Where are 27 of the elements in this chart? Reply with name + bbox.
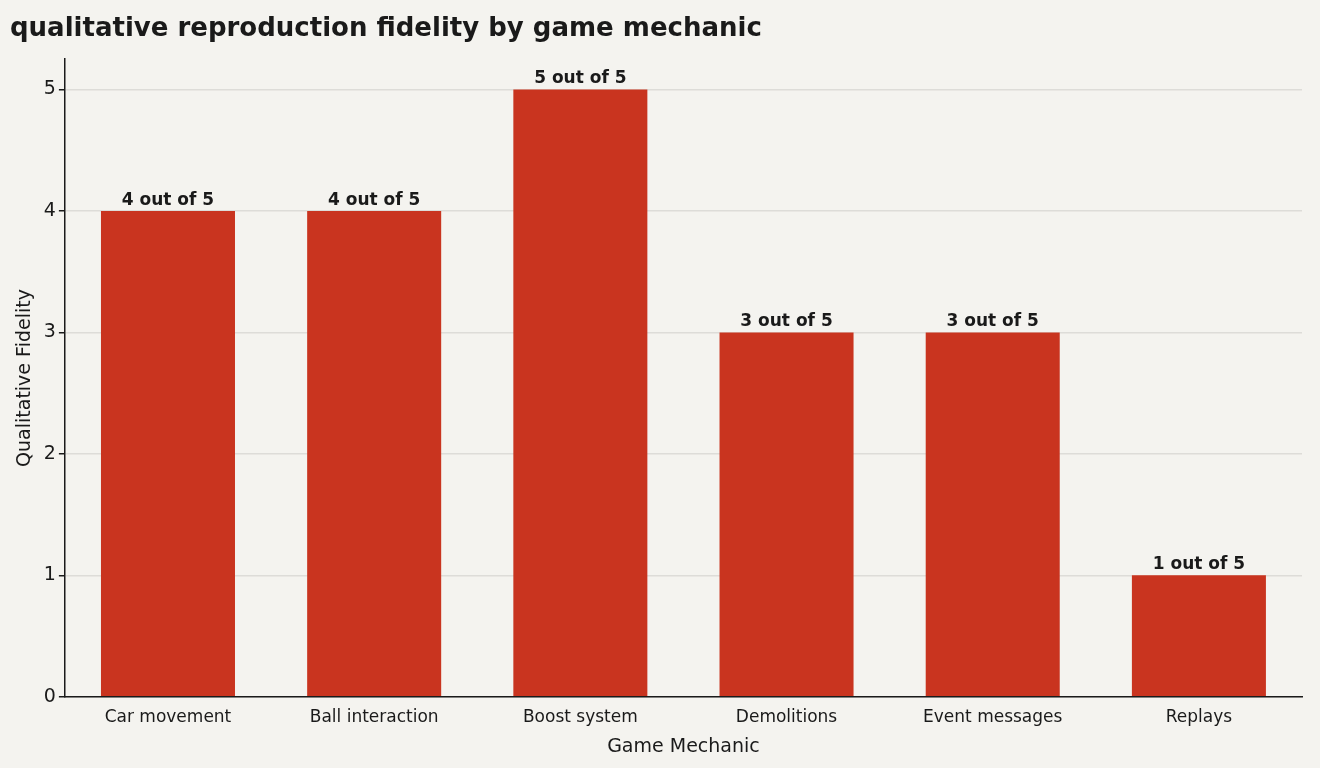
y-tick-label: 3	[43, 319, 56, 342]
bar	[1131, 575, 1266, 697]
x-tick-label: Ball interaction	[309, 706, 439, 727]
bar	[100, 211, 235, 697]
bar	[925, 332, 1060, 697]
y-tick-label: 1	[43, 562, 56, 585]
data-label: 3 out of 5	[946, 310, 1039, 331]
x-tick-label: Car movement	[104, 706, 232, 727]
bar	[513, 89, 648, 697]
x-tick-label: Boost system	[522, 706, 638, 727]
data-label: 1 out of 5	[1152, 553, 1246, 574]
data-label: 3 out of 5	[740, 310, 833, 331]
data-label: 4 out of 5	[327, 188, 421, 209]
y-tick-label: 2	[43, 440, 56, 463]
y-tick-label: 4	[43, 197, 56, 220]
x-tick-label: Event messages	[923, 706, 1063, 727]
bar	[307, 211, 442, 697]
y-tick-label: 5	[43, 76, 56, 99]
bar	[719, 332, 854, 697]
x-tick-label: Replays	[1165, 706, 1233, 727]
y-tick-label: 0	[43, 683, 56, 706]
chart-title: qualitative reproduction fidelity by game mechanic	[10, 12, 762, 43]
data-label: 4 out of 5	[121, 188, 215, 209]
data-label: 5 out of 5	[534, 67, 627, 88]
x-axis-title: Game Mechanic	[607, 733, 760, 756]
y-axis-title: Qualitative Fidelity	[12, 289, 35, 467]
x-tick-label: Demolitions	[735, 706, 838, 727]
